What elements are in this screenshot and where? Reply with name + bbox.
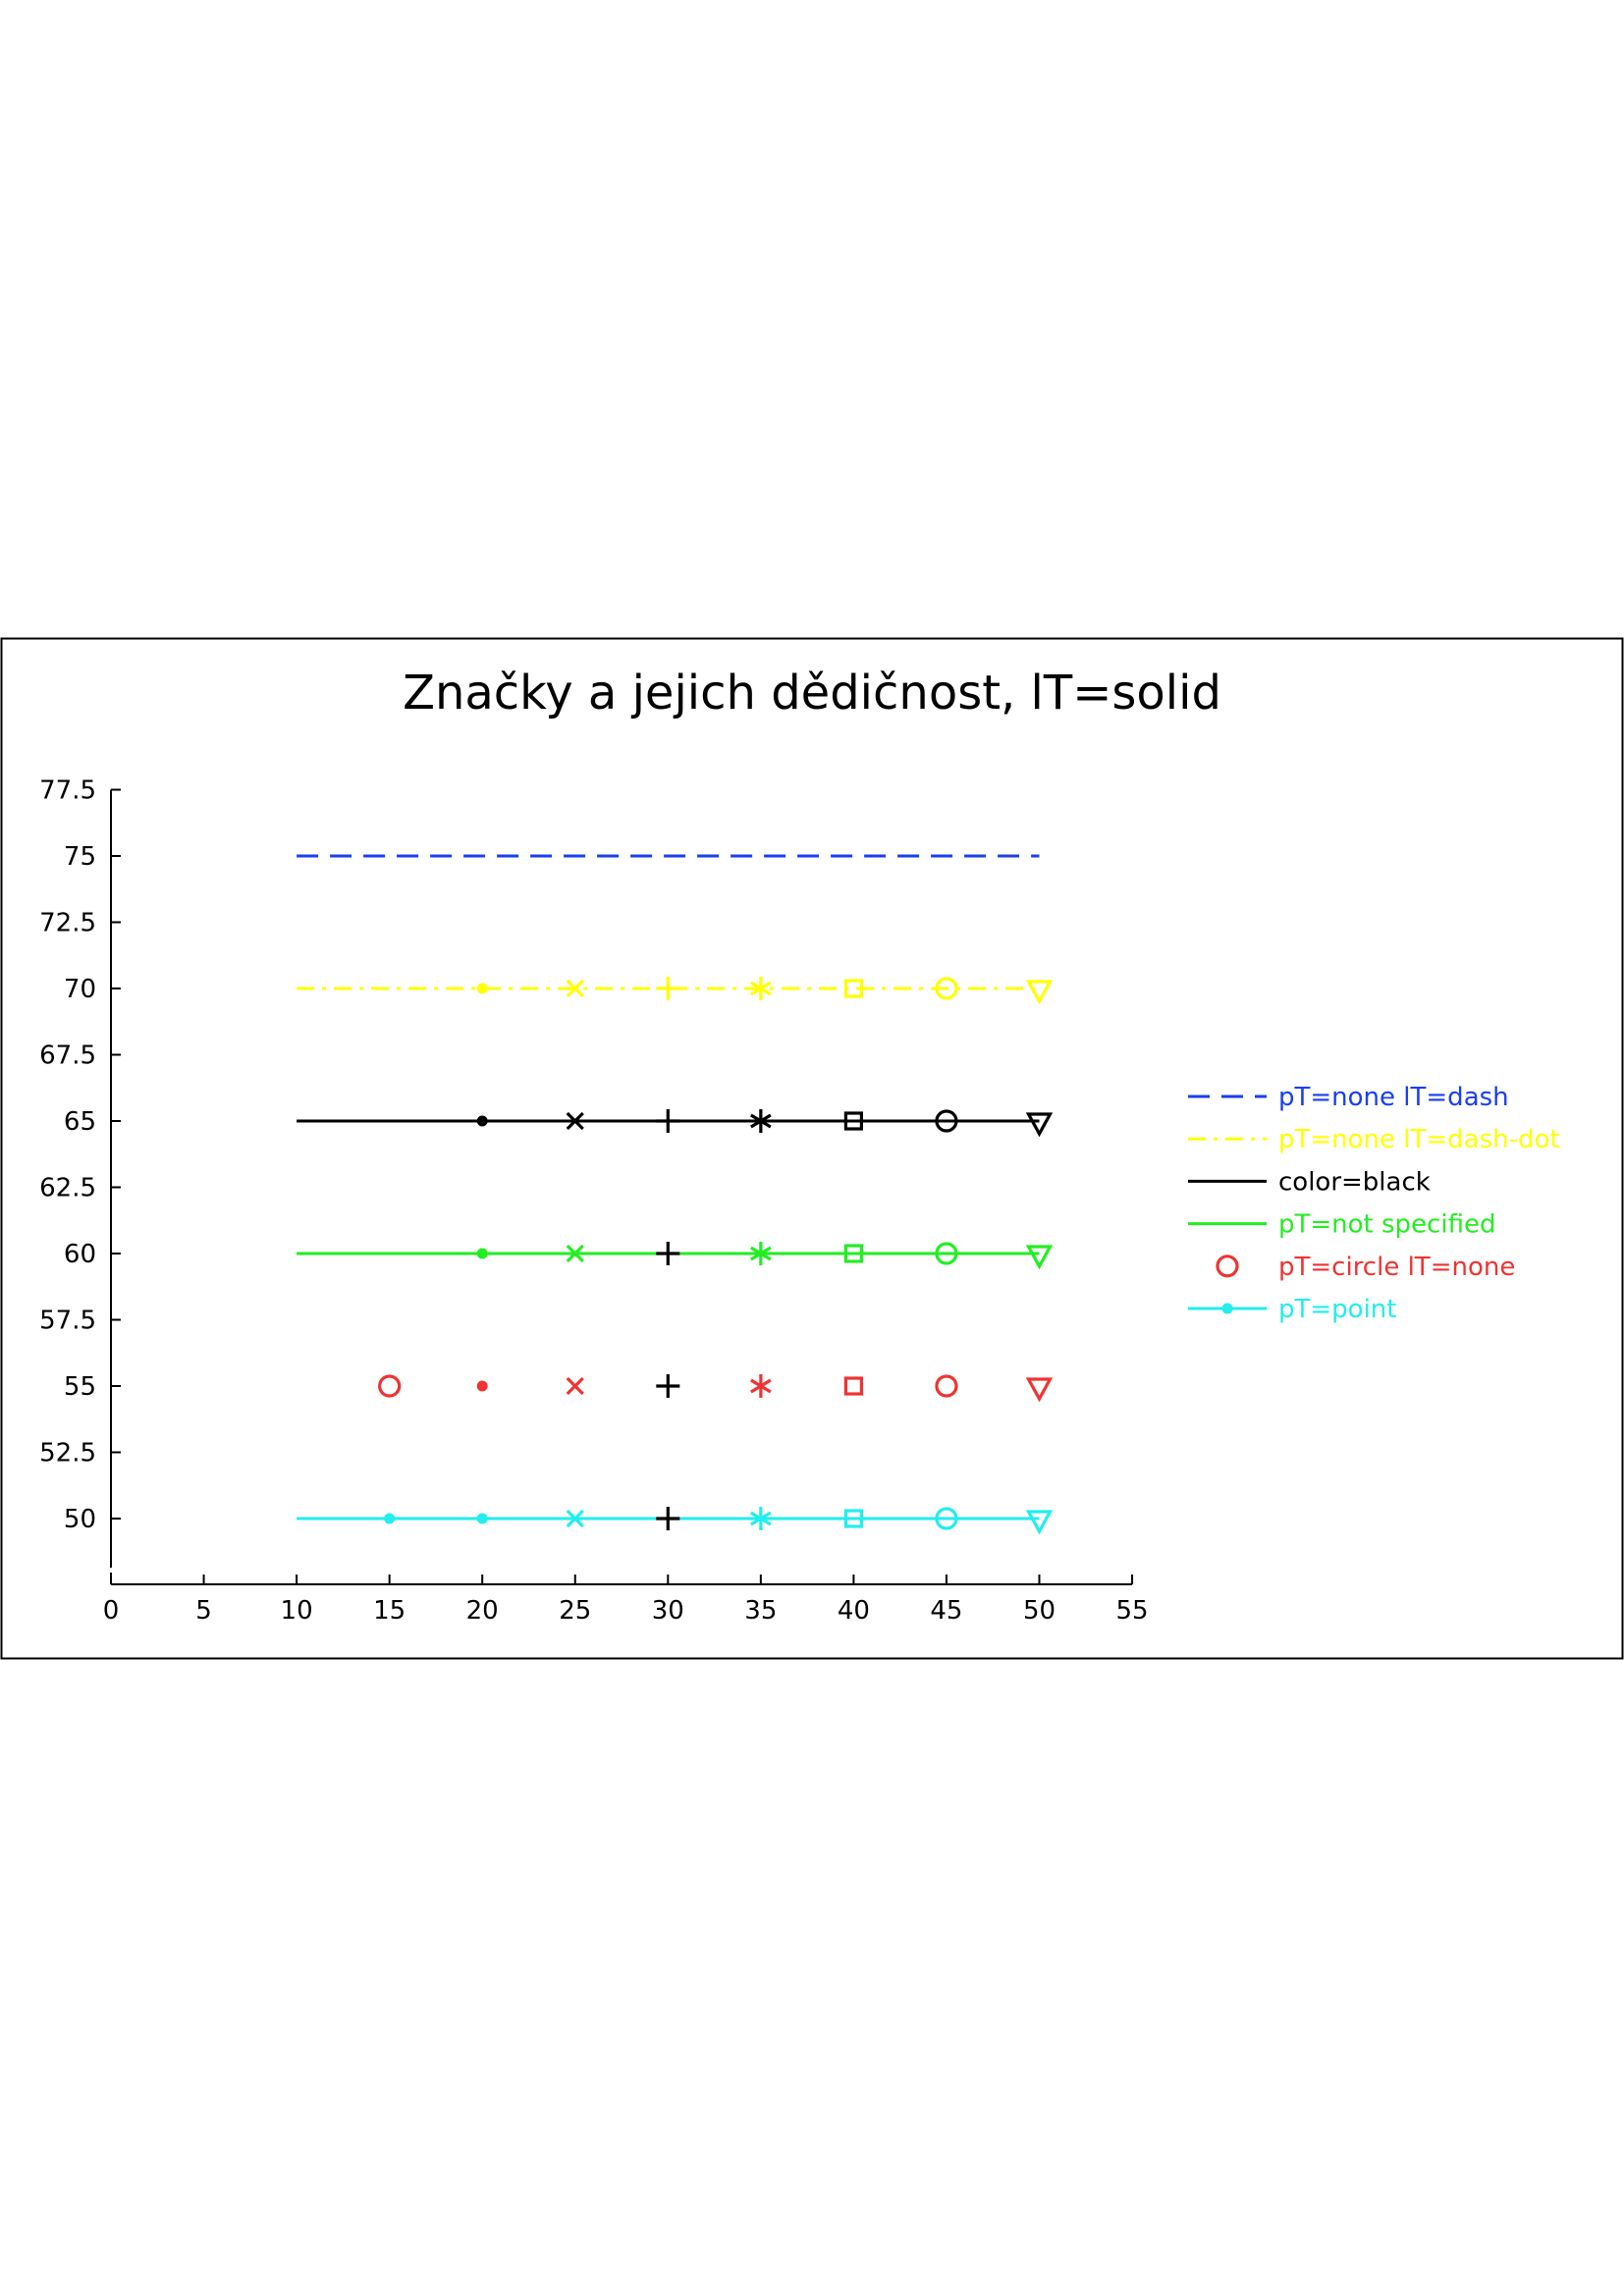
legend-item-0: pT=none lT=dash (1188, 1083, 1509, 1112)
plus-marker (656, 1374, 680, 1398)
circle-marker (378, 1374, 402, 1398)
y-tick-label: 62.5 (39, 1174, 96, 1203)
star-marker (750, 977, 772, 1000)
star-marker (750, 1374, 772, 1398)
star-stroke (750, 1113, 772, 1129)
cross-stroke (566, 979, 584, 998)
triangle-down-marker (1025, 1510, 1054, 1535)
circle-marker (935, 1109, 958, 1133)
cross-marker (566, 1111, 584, 1131)
plus-marker (656, 977, 680, 1000)
square-marker (843, 979, 864, 998)
x-tick-label: 0 (103, 1596, 120, 1626)
point-marker (476, 1115, 488, 1127)
y-tick-label: 72.5 (39, 909, 96, 938)
legend-item-3: pT=not specified (1188, 1210, 1495, 1240)
x-tick-label: 10 (281, 1596, 313, 1626)
triangle-down-marker (1025, 1112, 1054, 1138)
circle-marker (1216, 1255, 1239, 1278)
y-tick-label: 65 (64, 1107, 96, 1137)
cross-marker (566, 1509, 584, 1528)
x-tick-label: 5 (195, 1596, 212, 1626)
point-marker (476, 1248, 488, 1259)
point-marker (1221, 1303, 1233, 1314)
star-stroke (750, 1378, 772, 1394)
legend-item-5: pT=point (1188, 1295, 1396, 1324)
x-tick-label: 15 (373, 1596, 406, 1626)
chart-border (0, 637, 1624, 1660)
legend-label: pT=none lT=dash (1278, 1083, 1509, 1112)
plus-marker (656, 1242, 680, 1265)
y-tick-label: 55 (64, 1372, 96, 1402)
legend-label: pT=none lT=dash-dot (1278, 1125, 1560, 1154)
y-tick-label: 50 (64, 1505, 96, 1534)
point-marker (476, 1380, 488, 1392)
series-3 (297, 1242, 1054, 1270)
point-marker (476, 983, 488, 994)
series-layer (297, 854, 1054, 1535)
star-marker (750, 1242, 772, 1265)
series-2 (297, 1109, 1054, 1138)
star-stroke (750, 981, 772, 996)
point-marker (476, 1513, 488, 1524)
legend-item-1: pT=none lT=dash-dot (1188, 1125, 1560, 1154)
square-marker (843, 1244, 864, 1263)
legend-item-4: pT=circle lT=none (1216, 1253, 1515, 1282)
plus-marker (656, 1507, 680, 1530)
triangle-down-marker (1025, 1377, 1054, 1403)
y-tick-label: 67.5 (39, 1041, 96, 1071)
circle-marker (935, 1242, 958, 1265)
legend-label: pT=point (1278, 1295, 1396, 1324)
cross-marker (566, 979, 584, 998)
cross-stroke (566, 1509, 584, 1528)
cross-stroke (566, 1244, 584, 1263)
x-tick-label: 50 (1023, 1596, 1056, 1626)
y-tick-label: 75 (64, 842, 96, 872)
square-marker (843, 1111, 864, 1131)
point-marker (384, 1513, 396, 1524)
circle-marker (935, 1507, 958, 1530)
x-tick-label: 35 (744, 1596, 777, 1626)
triangle-down-marker (1025, 980, 1054, 1005)
cross-marker (566, 1244, 584, 1263)
legend: pT=none lT=dash pT=none lT=dash-dot color=… (1188, 1083, 1560, 1324)
star-marker (750, 1507, 772, 1530)
star-stroke (750, 1511, 772, 1526)
y-tick-label: 52.5 (39, 1439, 96, 1468)
square-marker (843, 1376, 864, 1396)
y-tick-label: 70 (64, 975, 96, 1004)
legend-label: color=black (1278, 1167, 1431, 1197)
cross-stroke (566, 1111, 584, 1131)
star-stroke (750, 1246, 772, 1261)
axes: 50 52.5 55 57.5 60 62.5 65 67.5 70 72.5 75 77.5 0 5 10… (39, 776, 1148, 1627)
x-tick-label: 25 (559, 1596, 591, 1626)
x-tick-label: 55 (1116, 1596, 1149, 1626)
y-tick-label: 60 (64, 1240, 96, 1269)
legend-item-2: color=black (1188, 1167, 1431, 1197)
x-tick-label: 30 (652, 1596, 684, 1626)
series-4 (378, 1374, 1054, 1403)
x-tick-label: 45 (930, 1596, 962, 1626)
y-tick-label: 57.5 (39, 1307, 96, 1336)
triangle-down-marker (1025, 1245, 1054, 1270)
legend-label: pT=circle lT=none (1278, 1253, 1515, 1282)
series-1 (297, 977, 1054, 1005)
square-marker (843, 1509, 864, 1528)
circle-marker (935, 977, 958, 1000)
cross-marker (566, 1376, 584, 1396)
x-tick-label: 20 (466, 1596, 499, 1626)
x-tick-label: 40 (838, 1596, 870, 1626)
plus-marker (656, 1109, 680, 1133)
y-tick-label: 77.5 (39, 776, 96, 806)
chart-title: Značky a jejich dědičnost, lT=solid (403, 666, 1221, 721)
star-marker (750, 1109, 772, 1133)
cross-stroke (566, 1376, 584, 1396)
circle-marker (935, 1374, 958, 1398)
legend-label: pT=not specified (1278, 1210, 1495, 1240)
series-5 (297, 1507, 1054, 1535)
